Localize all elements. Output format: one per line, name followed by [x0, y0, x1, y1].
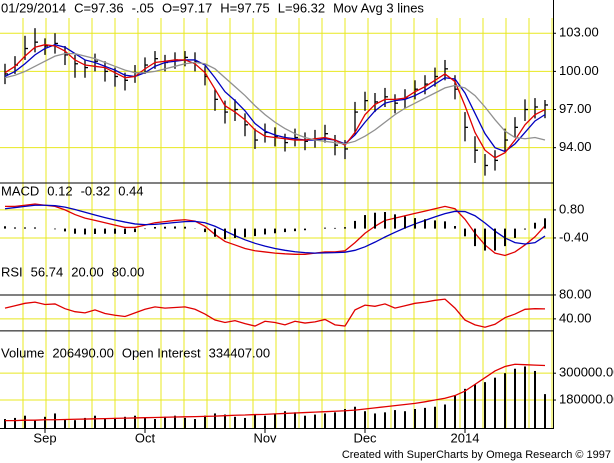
y-tick-label: 0.80	[559, 201, 584, 216]
moving-average	[4, 44, 546, 153]
series-line	[5, 203, 546, 257]
legend-value: 206490.00	[52, 345, 113, 360]
moving-average	[4, 44, 546, 159]
series-line	[4, 204, 546, 254]
y-tick-label: 103.00	[559, 25, 599, 40]
x-tick-label: Oct	[135, 430, 156, 445]
legend-value: 56.74	[31, 264, 64, 279]
y-tick-label: 80.00	[559, 286, 592, 301]
x-tick-label: Sep	[33, 430, 56, 445]
header-change: -.05	[132, 0, 154, 15]
header-date: 01/29/2014	[1, 0, 66, 15]
panel-label: MACD	[1, 183, 39, 198]
y-tick-label: 97.00	[559, 101, 592, 116]
y-tick-label: 94.00	[559, 139, 592, 154]
header-high: H=97.75	[220, 0, 270, 15]
x-tick-label: 2014	[451, 430, 480, 445]
legend-name: Open Interest	[122, 345, 201, 360]
y-tick-label: 100.00	[559, 63, 599, 78]
moving-average	[4, 52, 546, 145]
legend-value: 334407.00	[209, 345, 270, 360]
legend-value: 0.44	[118, 183, 143, 198]
series-line	[4, 298, 546, 328]
header-study: Mov Avg 3 lines	[333, 0, 424, 15]
panel-label: RSI	[1, 264, 23, 279]
level-label: 20.00	[71, 264, 104, 279]
header-low: L=96.32	[278, 0, 325, 15]
x-tick-label: Dec	[353, 430, 377, 445]
header-close: C=97.36	[74, 0, 124, 15]
footer: Created with SuperCharts by Omega Resear…	[342, 449, 611, 461]
y-tick-label: 40.00	[559, 310, 592, 325]
header-open: O=97.17	[162, 0, 212, 15]
legend-value: -0.32	[81, 183, 111, 198]
y-tick-label: -0.40	[559, 229, 589, 244]
legend-name: Volume	[1, 345, 44, 360]
y-tick-label: 180000.00	[559, 391, 614, 406]
level-label: 80.00	[112, 264, 145, 279]
series-line	[5, 363, 546, 422]
y-tick-label: 300000.00	[559, 365, 614, 380]
x-tick-label: Nov	[253, 430, 277, 445]
legend-value: 0.12	[47, 183, 72, 198]
